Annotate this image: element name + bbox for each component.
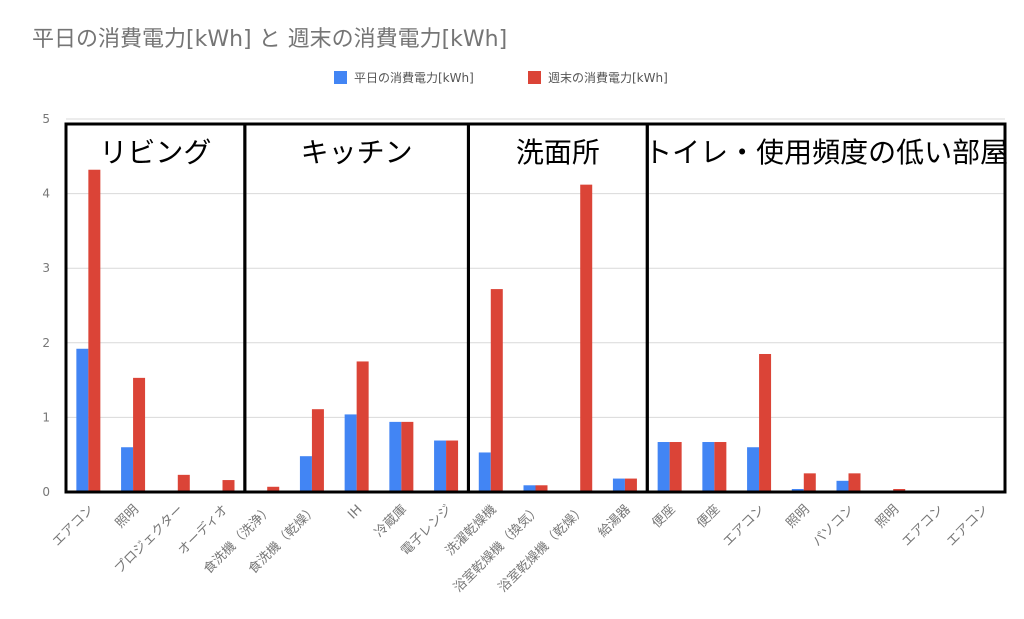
bar-weekday [389, 421, 402, 492]
group-label: トイレ・使用頻度の低い部屋 [644, 136, 1008, 169]
x-tick-label: 照明 [113, 502, 142, 531]
y-tick-label: 4 [42, 187, 50, 201]
gridlines [66, 118, 1005, 493]
x-tick-label: パソコン [810, 502, 857, 549]
bar-weekday [121, 447, 134, 492]
group-label: 洗面所 [516, 136, 600, 169]
bar-weekday [523, 485, 536, 492]
x-tick-label: 浴室乾燥機（換気） [450, 502, 544, 596]
bar-weekend [535, 485, 548, 492]
group-label: キッチン [301, 136, 413, 169]
bar-weekend [490, 289, 503, 492]
bar-weekend [669, 442, 682, 492]
x-tick-label: 給湯器 [596, 502, 634, 540]
y-tick-label: 5 [42, 112, 50, 126]
x-tick-label: エアコン [721, 502, 768, 549]
x-tick-label: エアコン [899, 502, 946, 549]
x-tick-label: 照明 [873, 502, 902, 531]
x-tick-label: 冷蔵庫 [372, 502, 410, 540]
bar-weekday [836, 480, 849, 492]
x-tick-label: IH [345, 502, 365, 522]
bar-weekday [478, 452, 491, 492]
bar-weekend [177, 474, 190, 492]
bar-weekend [803, 473, 816, 492]
group-boxes: リビング キッチン 洗面所 トイレ・使用頻度の低い部屋 [64, 122, 1008, 494]
legend-label-weekend: 週末の消費電力[kWh] [548, 70, 668, 85]
group-label: リビング [99, 136, 211, 169]
legend: 平日の消費電力[kWh] 週末の消費電力[kWh] [334, 70, 668, 85]
bar-weekend [88, 169, 101, 492]
bars [76, 169, 906, 492]
bar-weekend [580, 184, 593, 492]
legend-swatch-weekend [528, 71, 541, 84]
bar-weekend [311, 409, 324, 492]
bar-weekday [76, 348, 89, 492]
bar-weekend [356, 361, 369, 492]
bar-weekend [222, 480, 235, 492]
legend-swatch-weekday [334, 71, 347, 84]
x-tick-label: エアコン [50, 502, 97, 549]
bar-weekend [624, 478, 637, 492]
bar-weekday [612, 478, 625, 492]
y-tick-label: 1 [42, 410, 50, 424]
y-tick-label: 2 [42, 336, 50, 350]
x-tick-label: 便座 [694, 502, 723, 531]
bar-weekday [747, 447, 760, 492]
y-tick-label: 0 [42, 485, 50, 499]
x-tick-label: 便座 [649, 502, 678, 531]
bar-weekend [759, 353, 772, 492]
bar-weekend [133, 377, 146, 492]
x-tick-label: 照明 [784, 502, 813, 531]
y-tick-label: 3 [42, 261, 50, 275]
bar-weekday [344, 414, 357, 492]
y-axis-ticks: 0 1 2 3 4 5 [42, 112, 50, 499]
legend-label-weekday: 平日の消費電力[kWh] [354, 70, 474, 85]
group-box [645, 122, 1007, 494]
x-tick-label: エアコン [944, 502, 991, 549]
bar-weekday [702, 442, 715, 492]
bar-weekend [401, 421, 414, 492]
bar-weekend [446, 440, 459, 492]
bar-weekend [267, 486, 280, 492]
bar-weekend [848, 473, 861, 492]
chart-title: 平日の消費電力[kWh] と 週末の消費電力[kWh] [32, 27, 507, 52]
bar-weekday [299, 456, 312, 492]
bar-weekday [657, 442, 670, 492]
bar-weekday [434, 440, 447, 492]
x-tick-label: 浴室乾燥機（乾燥） [495, 502, 589, 596]
bar-weekend [714, 442, 727, 492]
